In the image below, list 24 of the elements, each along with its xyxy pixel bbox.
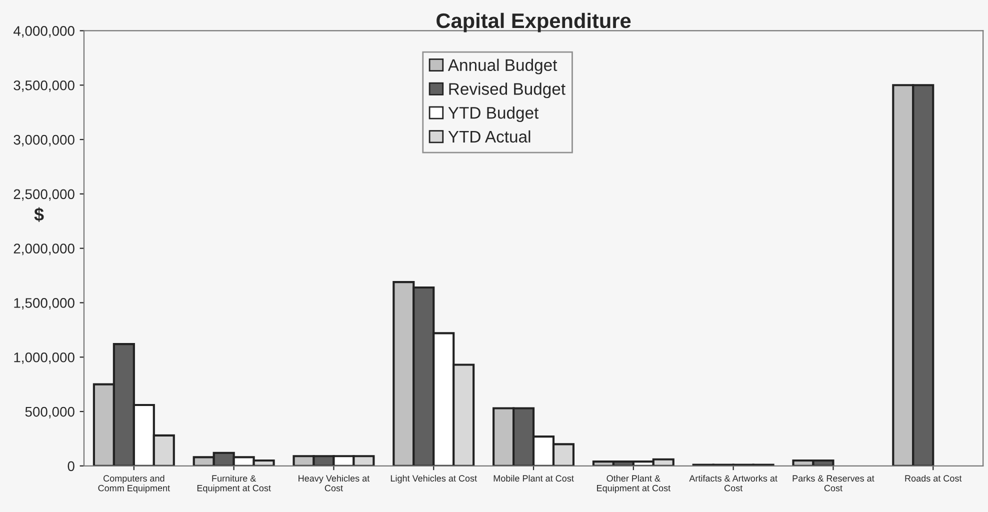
y-axis-title: $ [34, 207, 44, 222]
x-tick-label: Furniture & Equipment at Cost [197, 474, 271, 494]
y-tick-label: 2,000,000 [14, 244, 74, 256]
x-tick-label: Computers and Comm Equipment [98, 474, 170, 494]
x-tick-label: Other Plant & Equipment at Cost [597, 474, 670, 494]
x-tick-label: Heavy Vehicles at Cost [298, 474, 370, 492]
y-tick-label: 1,500,000 [14, 298, 74, 310]
y-tick-label: 1,000,000 [14, 352, 74, 364]
y-tick-label: 3,000,000 [14, 134, 74, 146]
x-tick-label: Roads at Cost [905, 474, 962, 482]
x-tick-label: Parks & Reserves at Cost [792, 474, 874, 492]
x-tick-label: Mobile Plant at Cost [494, 474, 574, 482]
legend-label: Revised Budget [449, 82, 566, 98]
legend-label: YTD Actual [448, 130, 530, 143]
chart-title: Capital Expenditure [436, 12, 631, 32]
x-tick-label: Artifacts & Artworks at Cost [689, 474, 778, 492]
y-tick-label: 4,000,000 [13, 26, 74, 38]
legend-label: Annual Budget [448, 58, 558, 74]
x-tick-label: Light Vehicles at Cost [390, 474, 477, 484]
legend-label: YTD Budget [448, 106, 539, 122]
y-tick-label: 2,500,000 [14, 189, 74, 201]
y-tick-label: 3,500,000 [14, 80, 74, 92]
y-tick-label: 0 [68, 461, 74, 472]
y-tick-label: 500,000 [25, 406, 74, 418]
